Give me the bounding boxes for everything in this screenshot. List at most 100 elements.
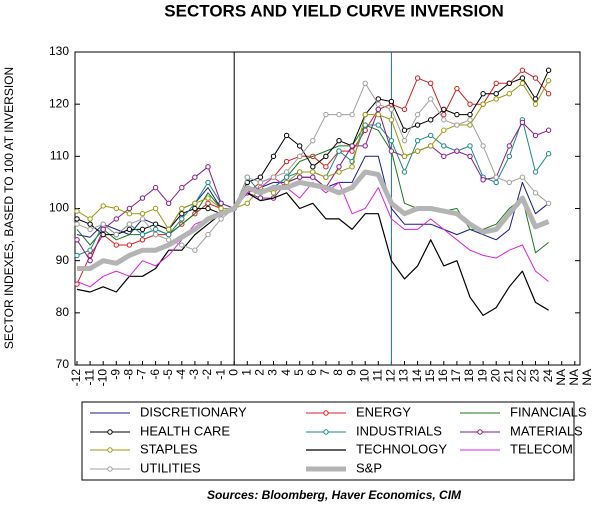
y-tick-label: 90 <box>56 253 70 267</box>
point-marker <box>310 164 316 170</box>
legend-marker <box>323 429 329 435</box>
point-marker <box>205 195 211 201</box>
point-marker <box>152 231 159 238</box>
point-marker <box>388 98 395 105</box>
x-tick-label: 14 <box>410 369 424 383</box>
point-marker <box>270 174 277 180</box>
point-marker <box>493 96 499 102</box>
point-marker <box>441 117 447 123</box>
point-marker <box>545 200 552 206</box>
point-marker <box>205 231 211 238</box>
point-marker <box>532 101 539 107</box>
point-marker <box>493 91 499 97</box>
point-marker <box>166 226 172 233</box>
legend-label: S&P <box>356 460 382 475</box>
x-tick-label: 11 <box>370 369 384 382</box>
point-marker <box>532 96 539 102</box>
point-marker <box>323 111 329 118</box>
point-marker <box>349 111 355 118</box>
x-tick-label: 5 <box>292 369 306 376</box>
point-marker <box>310 169 316 175</box>
point-marker <box>87 247 93 253</box>
point-marker <box>126 226 133 233</box>
point-marker <box>493 179 499 186</box>
point-marker <box>205 205 211 212</box>
point-marker <box>100 221 106 227</box>
legend-label: FINANCIALS <box>510 404 587 419</box>
point-marker <box>283 179 290 186</box>
point-marker <box>336 169 342 175</box>
point-marker <box>166 237 172 243</box>
point-marker <box>428 132 434 139</box>
point-marker <box>414 137 421 144</box>
x-tick-label: -3 <box>187 369 201 380</box>
point-marker <box>493 174 499 180</box>
point-marker <box>218 200 224 206</box>
point-marker <box>139 195 146 201</box>
point-marker <box>362 122 368 128</box>
point-marker <box>192 200 198 206</box>
point-marker <box>218 205 224 212</box>
plot-frame <box>74 51 581 366</box>
point-marker <box>283 158 290 165</box>
y-tick-label: 80 <box>56 305 70 319</box>
point-marker <box>87 221 93 227</box>
point-marker <box>401 153 408 160</box>
point-marker <box>297 153 303 160</box>
x-tick-label: -11 <box>82 369 96 386</box>
point-marker <box>532 75 539 81</box>
point-marker <box>74 252 80 259</box>
x-tick-label: -2 <box>200 369 214 380</box>
point-marker <box>323 153 329 160</box>
legend-box <box>81 401 575 481</box>
point-marker <box>218 216 224 222</box>
point-marker <box>152 205 159 212</box>
point-marker <box>454 85 460 92</box>
legend-marker <box>477 429 483 435</box>
point-marker <box>126 205 133 212</box>
point-marker <box>375 96 381 102</box>
y-tick-label: 110 <box>50 149 69 163</box>
point-marker <box>441 153 447 160</box>
point-marker <box>74 208 80 214</box>
x-tick-label: 19 <box>475 369 489 383</box>
x-tick-label: 8 <box>331 369 345 376</box>
x-tick-label: -9 <box>108 369 122 380</box>
point-marker <box>545 77 552 84</box>
point-marker <box>506 80 512 87</box>
point-marker <box>506 153 512 160</box>
source: Sources: Bloomberg, Haver Economics, CIM <box>207 488 462 502</box>
legend-label: DISCRETIONARY <box>140 404 247 419</box>
point-marker <box>310 174 316 180</box>
legend-label: HEALTH CARE <box>140 423 230 438</box>
point-marker <box>414 148 421 154</box>
point-marker <box>152 221 159 227</box>
point-marker <box>375 111 381 118</box>
point-marker <box>126 221 133 227</box>
point-marker <box>467 153 473 160</box>
point-marker <box>87 226 93 233</box>
point-marker <box>100 203 106 209</box>
y-tick-label: 120 <box>49 96 69 110</box>
x-tick-label: 16 <box>436 369 450 383</box>
legend-label: STAPLES <box>140 441 198 456</box>
x-tick-label: 1 <box>239 369 253 376</box>
point-marker <box>283 174 290 180</box>
point-marker <box>179 205 185 212</box>
legend-marker <box>107 429 113 435</box>
point-marker <box>192 174 198 180</box>
point-marker <box>441 127 447 133</box>
point-marker <box>336 111 342 118</box>
point-marker <box>545 151 552 157</box>
x-tick-label: -4 <box>174 369 188 380</box>
point-marker <box>480 101 486 107</box>
point-marker <box>283 169 290 175</box>
point-marker <box>244 174 251 180</box>
point-marker <box>441 143 447 149</box>
point-marker <box>454 148 460 154</box>
series-line <box>76 176 549 288</box>
point-marker <box>139 226 146 233</box>
point-marker <box>179 242 185 248</box>
x-tick-label: 0 <box>226 369 240 376</box>
point-marker <box>244 200 251 206</box>
